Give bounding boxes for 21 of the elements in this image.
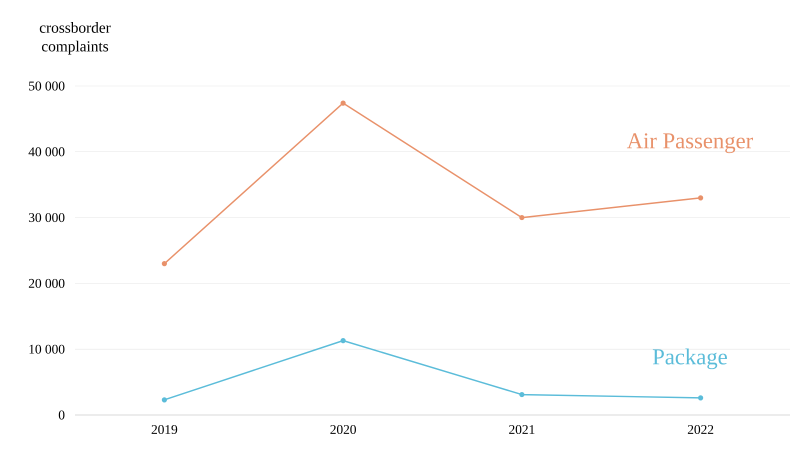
y-tick-label: 20 000	[28, 278, 64, 288]
series-label: Package	[652, 348, 727, 370]
x-tick-label: 2019	[152, 425, 178, 434]
y-tick-label: 0	[58, 410, 64, 420]
point	[162, 261, 167, 266]
y-tick-label: 40 000	[28, 147, 64, 156]
y-tick-label: 10 000	[29, 344, 64, 354]
point	[519, 214, 524, 220]
point	[698, 195, 704, 200]
point	[340, 338, 346, 344]
y-tick-label: 50 000	[29, 81, 64, 90]
point	[698, 395, 704, 400]
point	[519, 392, 524, 398]
text: Air Passenger	[626, 133, 754, 154]
point	[340, 100, 346, 106]
x-tick-label: 2022	[688, 425, 714, 434]
x-tick-label: 2020	[330, 425, 356, 434]
x-tick-label: 2021	[509, 425, 534, 434]
y-tick-label: 30 000	[28, 213, 64, 222]
point	[162, 397, 167, 402]
y-axis-title: crossborder complaints	[40, 22, 111, 55]
